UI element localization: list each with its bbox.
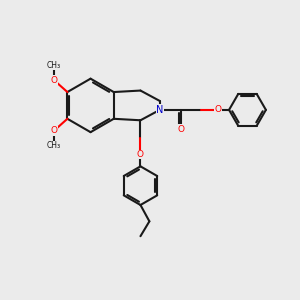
Text: O: O <box>50 126 58 135</box>
Text: CH₃: CH₃ <box>47 141 61 150</box>
Text: O: O <box>177 125 184 134</box>
Text: O: O <box>50 76 58 85</box>
Text: N: N <box>156 105 164 115</box>
Text: O: O <box>214 105 221 114</box>
Text: CH₃: CH₃ <box>47 61 61 70</box>
Text: O: O <box>137 150 144 159</box>
